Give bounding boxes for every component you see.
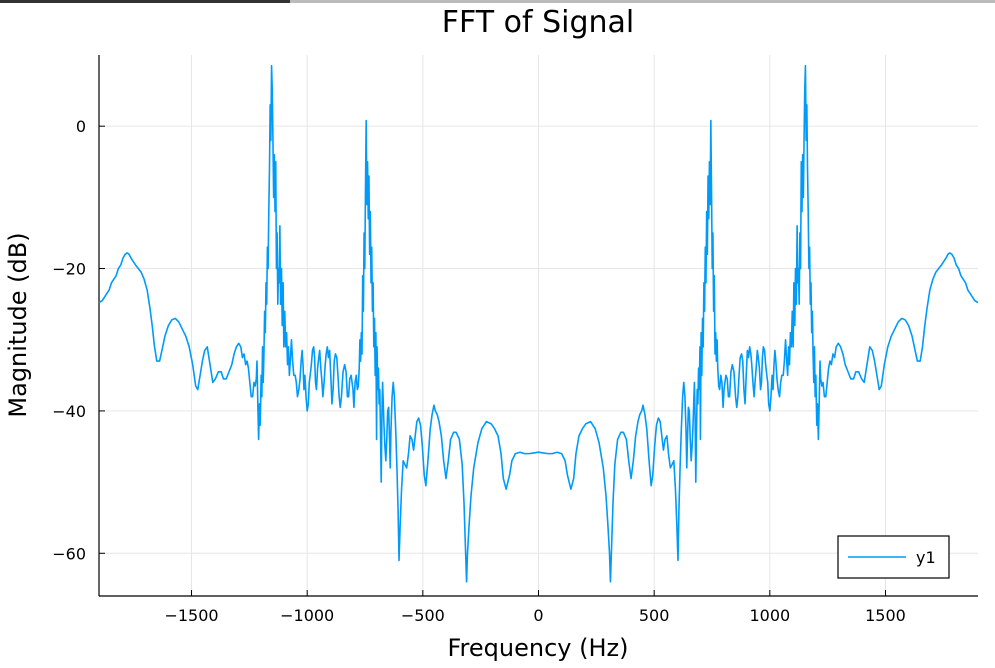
y-tick-label: 0 (76, 117, 86, 136)
x-tick-label: −1000 (280, 606, 334, 625)
y-tick-label: −60 (52, 544, 86, 563)
window-top-bar (0, 0, 290, 3)
y-axis-label: Magnitude (dB) (4, 232, 32, 417)
x-tick-label: 0 (533, 606, 543, 625)
y-tick-label: −40 (52, 402, 86, 421)
y-tick-label: −20 (52, 260, 86, 279)
legend: y1 (837, 535, 950, 579)
legend-label-y1: y1 (916, 548, 936, 567)
y-ticks: 0 −20 −40 −60 (52, 117, 105, 563)
x-axis-label: Frequency (Hz) (448, 634, 629, 662)
x-ticks: −1500 −1000 −500 0 500 1000 1500 (164, 590, 906, 625)
x-tick-label: −500 (401, 606, 445, 625)
series-line-y1 (98, 64, 979, 583)
x-tick-label: −1500 (164, 606, 218, 625)
x-tick-label: 1000 (749, 606, 790, 625)
window-top-bar-light (290, 0, 995, 3)
x-tick-label: 500 (639, 606, 670, 625)
series-group (98, 64, 979, 583)
gridlines (99, 55, 978, 596)
chart-title: FFT of Signal (442, 5, 634, 40)
x-tick-label: 1500 (865, 606, 906, 625)
